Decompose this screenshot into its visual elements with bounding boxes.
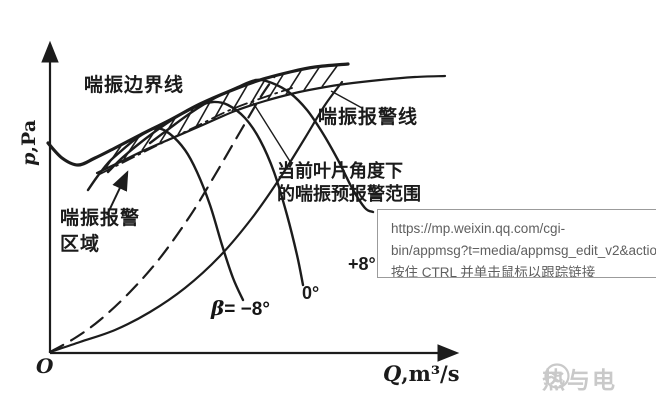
curve-surge-alarm [95, 74, 447, 175]
curve-fan-curve-plus8 [148, 78, 375, 214]
surge-alarm-region-label: 喘振报警 区域 [60, 208, 141, 255]
hatch-mark [213, 92, 230, 120]
surge-alarm-line-label: 喘振报警线 [318, 107, 419, 128]
annotation-lines [106, 90, 363, 216]
watermark: 热与电 [542, 361, 617, 395]
brand-logo-icon [544, 363, 570, 389]
tooltip-url-line2: bin/appmsg?t=media/appmsg_edit_v2&action [391, 243, 656, 258]
tooltip-url-line1: https://mp.weixin.qq.com/cgi- [391, 221, 566, 236]
leader-line [251, 100, 292, 164]
y-axis-label: p,Pa [18, 119, 42, 167]
curve-dashed-operating-curve [48, 74, 277, 354]
beta-symbol: β [211, 296, 225, 320]
curves [46, 62, 447, 354]
beta-minus8-label: β= −8° [211, 296, 270, 322]
region-pointer-arrow [106, 170, 129, 216]
hyperlink-tooltip: https://mp.weixin.qq.com/cgi- bin/appmsg… [377, 209, 656, 278]
curve-pre-alarm-range [99, 87, 293, 175]
curve-fan-curve-0 [106, 100, 305, 287]
hatch-mark [321, 65, 338, 88]
y-axis-units: ,Pa [18, 119, 41, 153]
curve-fan-curve-minus8 [86, 126, 245, 302]
y-axis-symbol: p [18, 152, 41, 166]
origin-label: O [36, 354, 54, 378]
x-axis-units: ,m³/s [401, 361, 460, 386]
leader-line [330, 90, 363, 109]
angle-zero-label: 0° [302, 283, 320, 303]
x-axis-label: Q,m³/s [383, 361, 460, 387]
hatch-mark [195, 99, 212, 128]
curve-solid-operating-curve [48, 80, 344, 354]
hatch-mark [303, 67, 320, 91]
axes [41, 40, 460, 362]
angle-plus8-label: +8° [348, 254, 376, 274]
beta-value: = −8° [224, 299, 270, 320]
surge-boundary-label: 喘振边界线 [84, 75, 185, 96]
tooltip-hint: 按住 CTRL 并单击鼠标以跟踪链接 [391, 265, 596, 278]
x-axis-symbol: Q [383, 361, 402, 386]
hatch-mark [231, 85, 248, 112]
current-blade-angle-note: 当前叶片角度下 的喘振预报警范围 [277, 161, 421, 204]
